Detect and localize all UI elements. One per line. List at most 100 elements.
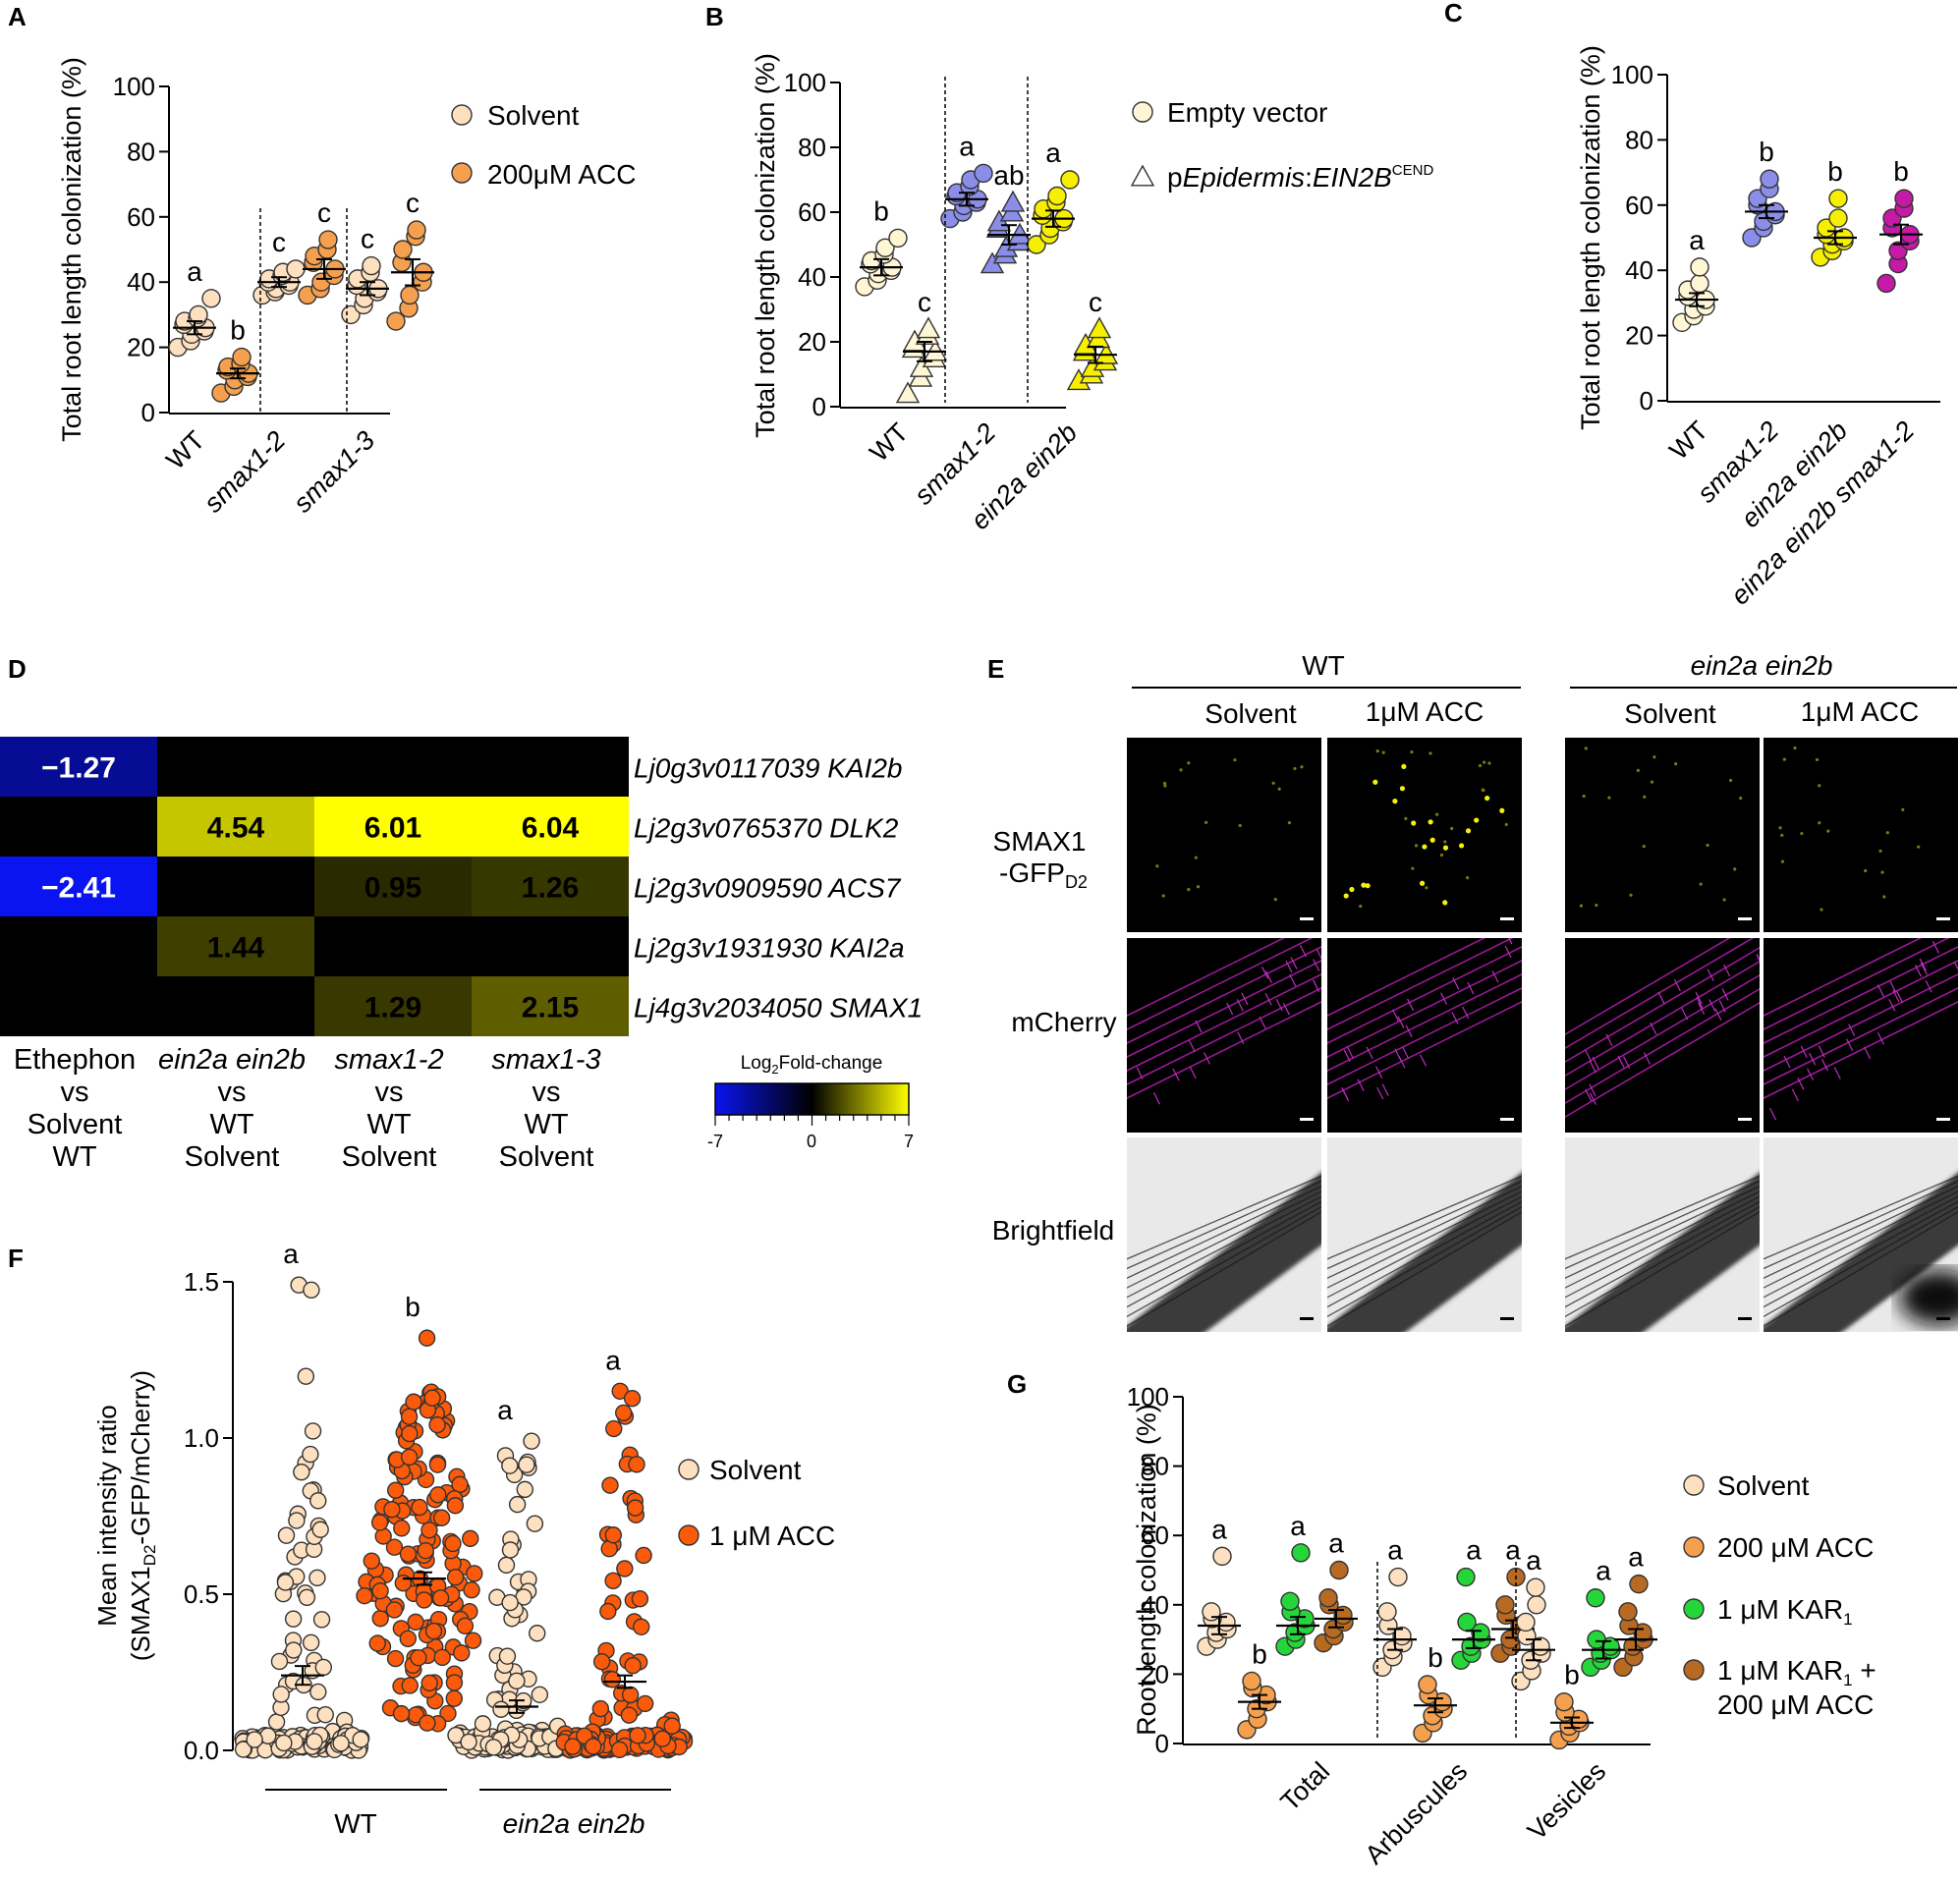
data-point — [484, 1739, 503, 1756]
gfp-speck — [1238, 823, 1242, 828]
gfp-speck — [1607, 796, 1611, 800]
heatmap-cell — [157, 737, 314, 797]
cell-cross-wall — [1714, 1008, 1722, 1021]
gfp-speck — [1793, 746, 1797, 750]
data-point — [1060, 170, 1080, 190]
micrograph-mcherry — [1127, 938, 1321, 1133]
data-point — [392, 1704, 411, 1723]
data-point — [400, 1448, 419, 1467]
data-point — [272, 1686, 290, 1703]
data-point — [1828, 189, 1848, 208]
y-tick-label: 40 — [1625, 255, 1653, 285]
data-point — [288, 1512, 306, 1529]
significance-letter: ab — [993, 160, 1024, 191]
cell-cross-wall — [1888, 998, 1896, 1012]
root-cell-line — [1565, 1175, 1760, 1260]
significance-letter: b — [1827, 156, 1843, 187]
cell-cross-wall — [1346, 1046, 1354, 1059]
x-category-label: Total — [1275, 1756, 1336, 1817]
gfp-speck — [1584, 747, 1588, 750]
cell-cross-wall — [1623, 1056, 1631, 1069]
panel-label-b: B — [705, 2, 724, 31]
data-point — [916, 316, 941, 339]
y-tick-label: 100 — [113, 72, 155, 101]
root-cell-line — [1127, 1195, 1321, 1299]
cell-cross-wall — [1809, 1052, 1817, 1066]
cell-wall — [1565, 973, 1760, 1091]
micrograph-mcherry — [1327, 938, 1522, 1133]
group-label-wt: WT — [334, 1808, 377, 1839]
cell-cross-wall — [1896, 990, 1904, 1004]
y-tick-label: 80 — [1625, 125, 1653, 154]
data-point — [368, 1634, 386, 1652]
root-shape — [1127, 1172, 1321, 1332]
y-tick-label: 40 — [1141, 1590, 1169, 1620]
mcherry-cells — [1764, 938, 1958, 1121]
significance-letter: a — [497, 1395, 513, 1425]
data-point — [1894, 189, 1914, 208]
legend-marker-empty-vector — [1132, 101, 1153, 123]
data-point — [411, 1498, 428, 1517]
data-point — [314, 1658, 332, 1677]
gfp-speck — [1504, 822, 1508, 827]
gfp-speck — [1878, 849, 1882, 854]
cell-cross-wall — [1718, 1000, 1726, 1013]
significance-letter: a — [1290, 1511, 1306, 1541]
heatmap-column-label: Solvent — [499, 1141, 594, 1173]
x-category-label: smax1-3 — [288, 425, 380, 518]
cell-cross-wall — [1756, 954, 1760, 962]
heatmap-row-label: Lj4g3v2034050 SMAX1 — [634, 993, 923, 1024]
gfp-speck — [1429, 837, 1435, 843]
root-cell-line — [1565, 1200, 1760, 1308]
cell-wall — [1127, 960, 1321, 1058]
y-axis-title-1: Mean intensity ratio — [92, 1405, 122, 1626]
significance-letter: a — [1505, 1535, 1521, 1566]
root-cell-line — [1565, 1195, 1760, 1299]
data-point — [1000, 190, 1026, 212]
cell-cross-wall — [1605, 1033, 1613, 1047]
cell-cross-wall — [1405, 1024, 1413, 1038]
gfp-speck — [1880, 870, 1884, 874]
significance-letter: c — [272, 227, 286, 257]
cell-wall — [1127, 973, 1321, 1072]
data-point — [628, 1456, 645, 1473]
legend-label-solvent: Solvent — [487, 100, 580, 131]
data-point — [974, 163, 993, 184]
brightfield-root — [1327, 1172, 1522, 1332]
cell-cross-wall — [1673, 978, 1681, 992]
cell-cross-wall — [1285, 960, 1293, 973]
panel-label-g: G — [1007, 1369, 1027, 1399]
data-point — [451, 1475, 469, 1494]
brightfield-root — [1127, 1172, 1321, 1332]
data-point — [1587, 1630, 1606, 1649]
gfp-speck — [1194, 856, 1198, 859]
cell-cross-wall — [1721, 988, 1729, 1001]
data-point — [385, 1538, 404, 1556]
legend-marker-epidermis — [1130, 164, 1155, 187]
data-point — [393, 240, 413, 259]
cell-cross-wall — [1320, 961, 1321, 964]
data-point — [370, 1514, 389, 1531]
data-point — [371, 1581, 389, 1600]
data-point — [363, 1552, 380, 1570]
heatmap-column-label: WT — [209, 1109, 253, 1140]
root-cell-line — [1327, 1200, 1522, 1308]
heatmap-cell — [157, 857, 314, 916]
gfp-speck — [1273, 898, 1277, 902]
root-cell-line — [1764, 1180, 1958, 1270]
brightfield-root — [1565, 1172, 1760, 1332]
significance-letter: a — [1211, 1514, 1227, 1544]
gfp-speck — [1885, 831, 1889, 835]
data-point — [306, 1733, 323, 1750]
data-point — [309, 1683, 327, 1701]
cell-cross-wall — [1392, 1009, 1400, 1023]
gfp-speck — [1187, 888, 1191, 892]
data-point — [386, 1649, 405, 1668]
data-point — [635, 1546, 652, 1565]
data-point — [429, 1486, 447, 1504]
data-point — [464, 1632, 482, 1649]
data-point — [1377, 1602, 1397, 1622]
data-point — [1586, 1588, 1605, 1608]
cell-cross-wall — [1299, 944, 1308, 958]
